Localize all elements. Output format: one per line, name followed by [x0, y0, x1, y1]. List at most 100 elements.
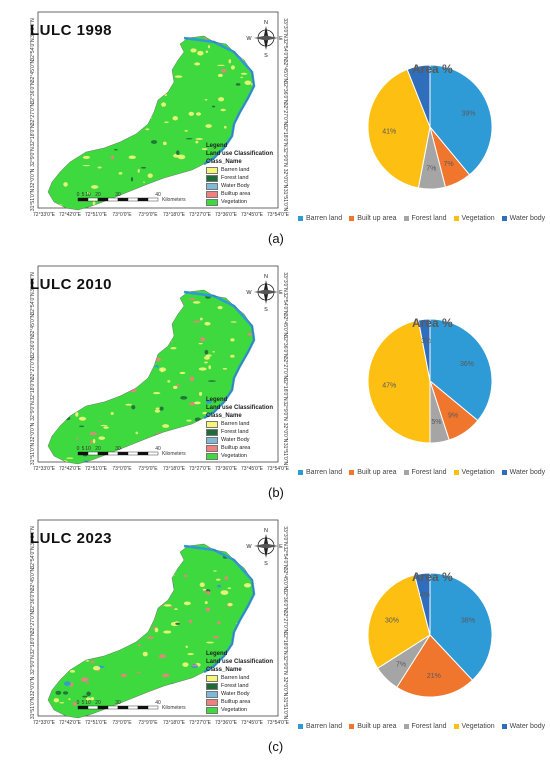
pie-legend-item: Barren land [298, 215, 342, 222]
legend-item: Builtup area [206, 698, 273, 706]
land-patch [128, 155, 136, 160]
land-patch [62, 691, 69, 695]
y-tick-label-right: 32°36'0"N [282, 335, 288, 358]
legend-item-label: Vegetation [221, 707, 247, 713]
x-tick-label: 73°9'0"E [138, 212, 158, 218]
pie-legend-label: Built up area [357, 469, 397, 476]
land-patch [200, 337, 206, 342]
legend-item-label: Builtup area [221, 699, 251, 705]
land-patch [174, 75, 183, 78]
y-tick-label-left: 32°18'0"N [30, 378, 36, 401]
land-patch [92, 438, 96, 444]
y-tick-label-right: 31°51'0"N [282, 443, 288, 466]
land-patch [90, 660, 95, 664]
land-patch [240, 76, 244, 79]
legend-swatch [206, 174, 218, 182]
land-patch [204, 321, 211, 326]
y-tick-label-right: 32°45'0"N [282, 314, 288, 337]
panel-label: (a) [268, 231, 284, 246]
scale-tick-label: 30 [115, 700, 121, 706]
y-tick-label-left: 32°36'0"N [30, 81, 36, 104]
land-patch [164, 121, 169, 124]
legend-subtitle: Land use Classification [206, 659, 274, 665]
pie-legend-swatch [403, 470, 409, 475]
x-tick-label: 73°18'0"E [163, 720, 186, 726]
land-patch [173, 385, 178, 390]
land-patch [202, 412, 208, 415]
land-patch [192, 320, 201, 323]
pie-title: Area % [412, 62, 453, 76]
pie-legend-item: Built up area [349, 469, 397, 476]
scale-tick-label: 40 [155, 192, 161, 198]
land-patch [189, 297, 196, 300]
land-patch [170, 605, 173, 608]
y-tick-label-right: 33°3'0"N [282, 272, 288, 292]
land-patch [143, 181, 146, 183]
land-patch [227, 602, 233, 607]
x-tick-label: 73°27'0"E [189, 466, 212, 472]
land-patch [98, 436, 106, 440]
legend-item-label: Vegetation [221, 453, 247, 459]
y-tick-label-left: 32°36'0"N [30, 589, 36, 612]
scale-tick-label: 20 [95, 446, 101, 452]
pie-legend-swatch [453, 470, 459, 475]
y-tick-label-left: 32°0'0"N [30, 168, 36, 188]
land-patch [131, 405, 136, 410]
land-patch [205, 50, 209, 53]
x-tick-label: 73°45'0"E [241, 466, 264, 472]
land-patch [201, 148, 208, 151]
y-tick-label-right: 32°27'0"N [282, 357, 288, 380]
legend-swatch [206, 182, 218, 190]
land-patch [205, 124, 212, 128]
x-tick-label: 73°36'0"E [215, 212, 238, 218]
compass-e-label: E [279, 290, 283, 296]
x-tick-label: 73°9'0"E [138, 720, 158, 726]
x-tick-label: 73°45'0"E [241, 212, 264, 218]
land-patch [80, 677, 89, 682]
land-patch [197, 50, 204, 56]
compass-e-label: E [279, 544, 283, 550]
pie-data-label: 30% [385, 617, 399, 624]
land-patch [162, 141, 167, 146]
y-tick-label-right: 32°54'0"N [282, 38, 288, 61]
legend-swatch [206, 444, 218, 452]
legend-swatch [206, 674, 218, 682]
pie-legend-item: Water body [501, 469, 545, 476]
land-patch [78, 416, 87, 421]
land-patch [103, 426, 109, 429]
pie-data-label: 21% [427, 673, 441, 680]
x-tick-label: 73°27'0"E [189, 720, 212, 726]
pie-legend-item: Vegetation [453, 723, 495, 730]
land-patch [158, 654, 167, 659]
legend-item: Vegetation [206, 706, 273, 714]
pie-legend-item: Water body [501, 215, 545, 222]
pie-data-label: 36% [460, 361, 474, 368]
pie-legend-item: Forest land [403, 215, 447, 222]
y-tick-label-right: 32°0'0"N [282, 677, 288, 697]
y-tick-label-left: 33°3'0"N [30, 272, 36, 292]
land-patch [212, 636, 220, 639]
land-patch [180, 395, 188, 400]
y-tick-label-right: 32°54'0"N [282, 546, 288, 569]
land-patch [72, 701, 77, 707]
land-patch [190, 48, 197, 53]
land-patch [177, 154, 186, 160]
y-tick-label-right: 32°18'0"N [282, 124, 288, 147]
land-patch [136, 671, 141, 674]
y-tick-label-right: 32°45'0"N [282, 568, 288, 591]
scale-tick-label: 40 [155, 700, 161, 706]
pie-slice-built-up-area [396, 634, 474, 698]
land-patch [211, 105, 216, 108]
land-patch [175, 622, 180, 625]
land-patch [230, 321, 237, 323]
map-title: LULC 1998 [30, 22, 113, 39]
vegetation-area [48, 290, 254, 464]
pie-legend-item: Forest land [403, 723, 447, 730]
panel-label: (c) [268, 739, 284, 754]
pie-legend-item: Barren land [298, 723, 342, 730]
land-patch [249, 716, 254, 718]
x-tick-label: 72°33'0"E [33, 720, 56, 726]
land-patch [146, 636, 155, 639]
y-tick-label-right: 32°9'0"N [282, 147, 288, 167]
compass-w-label: W [246, 544, 252, 550]
